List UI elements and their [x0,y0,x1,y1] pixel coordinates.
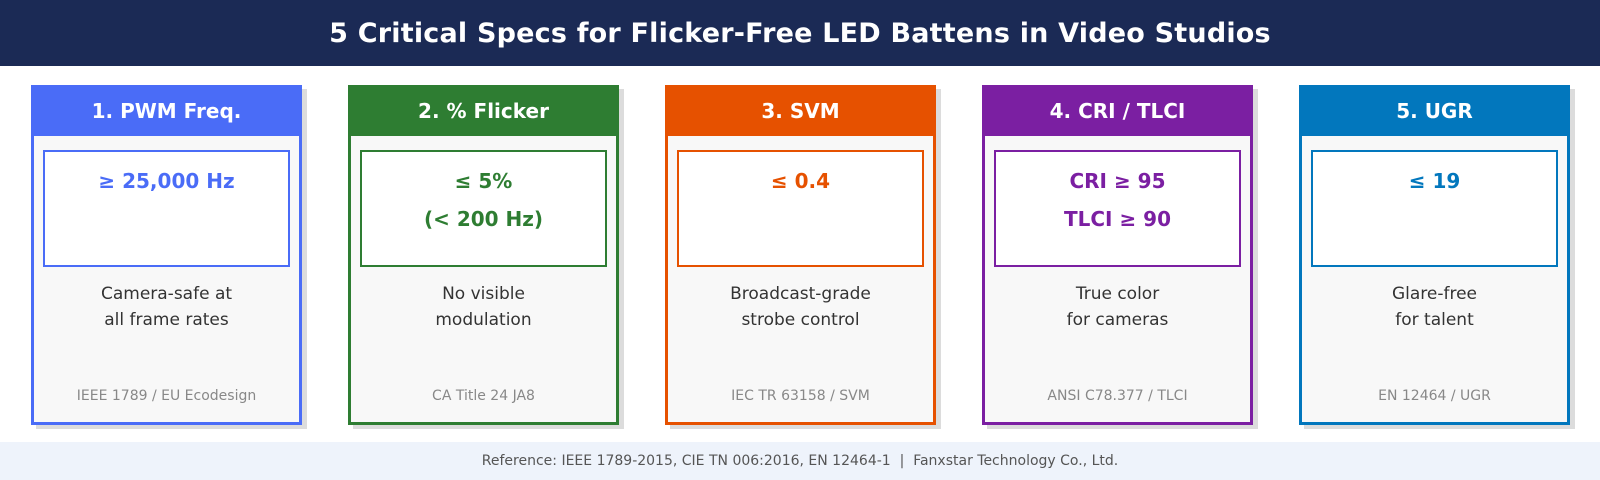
card-standard: IEC TR 63158 / SVM [731,388,870,404]
card-description: Camera-safe at all frame rates [34,281,299,333]
description-line: No visible [442,284,525,304]
card-description: Broadcast-grade strobe control [668,281,933,333]
card-description: No visible modulation [351,281,616,333]
spec-card-flicker: 2. % Flicker ≤ 5% (< 200 Hz) No visible … [348,85,619,425]
card-standard: EN 12464 / UGR [1378,388,1491,404]
spec-value: ≤ 19 [1408,169,1461,193]
card-description: True color for cameras [985,281,1250,333]
spec-value: ≤ 0.4 [770,169,831,193]
spec-value-box: ≥ 25,000 Hz [43,150,290,267]
card-title: 4. CRI / TLCI [982,85,1253,136]
card-standard: CA Title 24 JA8 [432,388,535,404]
card-title: 2. % Flicker [348,85,619,136]
card-standard: ANSI C78.377 / TLCI [1047,388,1188,404]
spec-value-box: ≤ 19 [1311,150,1558,267]
description-line: for cameras [1066,310,1169,330]
page-footer: Reference: IEEE 1789-2015, CIE TN 006:20… [0,442,1600,480]
description-line: modulation [435,310,532,330]
description-line: strobe control [741,310,860,330]
description-line: True color [1075,284,1160,304]
spec-value: (< 200 Hz) [423,207,544,231]
spec-value: ≤ 5% [454,169,513,193]
spec-value: CRI ≥ 95 [1069,169,1166,193]
card-standard: IEEE 1789 / EU Ecodesign [76,388,257,404]
card-title: 1. PWM Freq. [31,85,302,136]
spec-value-box: ≤ 5% (< 200 Hz) [360,150,607,267]
description-line: Glare-free [1391,284,1478,304]
page-header: 5 Critical Specs for Flicker-Free LED Ba… [0,0,1600,66]
spec-value-box: ≤ 0.4 [677,150,924,267]
spec-value-box: CRI ≥ 95 TLCI ≥ 90 [994,150,1241,267]
spec-card-svm: 3. SVM ≤ 0.4 Broadcast-grade strobe cont… [665,85,936,425]
reference-text: Reference: IEEE 1789-2015, CIE TN 006:20… [481,453,1119,469]
spec-card-ugr: 5. UGR ≤ 19 Glare-free for talent EN 124… [1299,85,1570,425]
card-description: Glare-free for talent [1302,281,1567,333]
spec-value: TLCI ≥ 90 [1063,207,1172,231]
description-line: Camera-safe at [100,284,233,304]
page-title: 5 Critical Specs for Flicker-Free LED Ba… [329,17,1271,49]
spec-value: ≥ 25,000 Hz [98,169,235,193]
spec-card-pwm: 1. PWM Freq. ≥ 25,000 Hz Camera-safe at … [31,85,302,425]
description-line: for talent [1395,310,1474,330]
spec-card-cri-tlci: 4. CRI / TLCI CRI ≥ 95 TLCI ≥ 90 True co… [982,85,1253,425]
description-line: Broadcast-grade [730,284,871,304]
description-line: all frame rates [104,310,229,330]
card-title: 3. SVM [665,85,936,136]
card-title: 5. UGR [1299,85,1570,136]
